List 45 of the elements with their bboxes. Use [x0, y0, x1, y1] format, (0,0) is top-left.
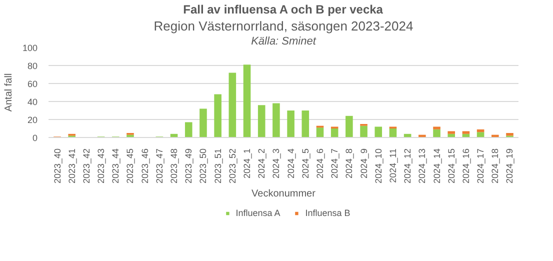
- x-tick-label: 2024_17: [476, 148, 486, 184]
- x-tick-label: 2023_43: [96, 148, 106, 184]
- x-tick-label: 2024_14: [432, 148, 442, 184]
- chart-subtitle: Region Västernorrland, säsongen 2023-2024: [154, 18, 414, 34]
- x-tick-label: 2024_10: [373, 148, 384, 184]
- x-tick-label: 2023_48: [169, 148, 180, 184]
- x-tick-label: 2024_5: [300, 148, 310, 179]
- y-tick-label: 100: [22, 43, 38, 53]
- x-tick-label: 2023_45: [125, 148, 136, 184]
- chart-title: Fall av influensa A och B per vecka: [183, 2, 384, 16]
- x-tick-label: 2023_52: [227, 148, 238, 184]
- x-tick-label: 2024_7: [330, 148, 340, 179]
- x-tick-label: 2023_40: [52, 148, 62, 184]
- y-tick-label: 0: [32, 133, 38, 143]
- x-tick-label: 2024_8: [344, 148, 354, 179]
- x-tick-label: 2023_41: [66, 148, 77, 184]
- x-tick-label: 2024_11: [388, 148, 398, 183]
- x-tick-label: 2024_2: [256, 148, 267, 179]
- legend-label: Influensa B: [305, 208, 350, 218]
- x-tick-label: 2024_18: [490, 148, 500, 184]
- x-tick-label: 2023_42: [81, 148, 92, 184]
- x-axis-title: Veckonummer: [252, 188, 316, 200]
- x-tick-label: 2024_6: [314, 148, 325, 179]
- y-tick-label: 40: [27, 97, 38, 107]
- x-tick-label: 2024_9: [358, 148, 369, 179]
- x-tick-label: 2024_1: [242, 148, 252, 179]
- x-tick-label: 2023_50: [198, 148, 208, 184]
- x-tick-label: 2024_4: [286, 148, 296, 179]
- x-tick-label: 2023_44: [110, 148, 121, 184]
- annotation: Källa: Sminet: [251, 36, 317, 48]
- x-tick-label: 2024_12: [402, 148, 413, 184]
- x-tick-label: 2023_47: [154, 148, 164, 184]
- y-tick-label: 20: [27, 115, 38, 125]
- x-tick-label: 2024_13: [417, 148, 428, 184]
- x-tick-label: 2024_15: [446, 148, 456, 184]
- x-tick-label: 2023_46: [140, 148, 150, 184]
- x-tick-label: 2024_19: [504, 148, 515, 184]
- x-tick-label: 2023_51: [212, 148, 223, 184]
- y-tick-label: 80: [27, 61, 38, 71]
- x-tick-label: 2024_3: [271, 148, 282, 179]
- y-axis-title: Antal fall: [3, 73, 14, 112]
- legend-label: Influensa A: [236, 208, 280, 218]
- y-tick-label: 60: [27, 79, 38, 89]
- x-tick-label: 2024_16: [460, 148, 471, 184]
- x-tick-label: 2023_49: [184, 148, 194, 184]
